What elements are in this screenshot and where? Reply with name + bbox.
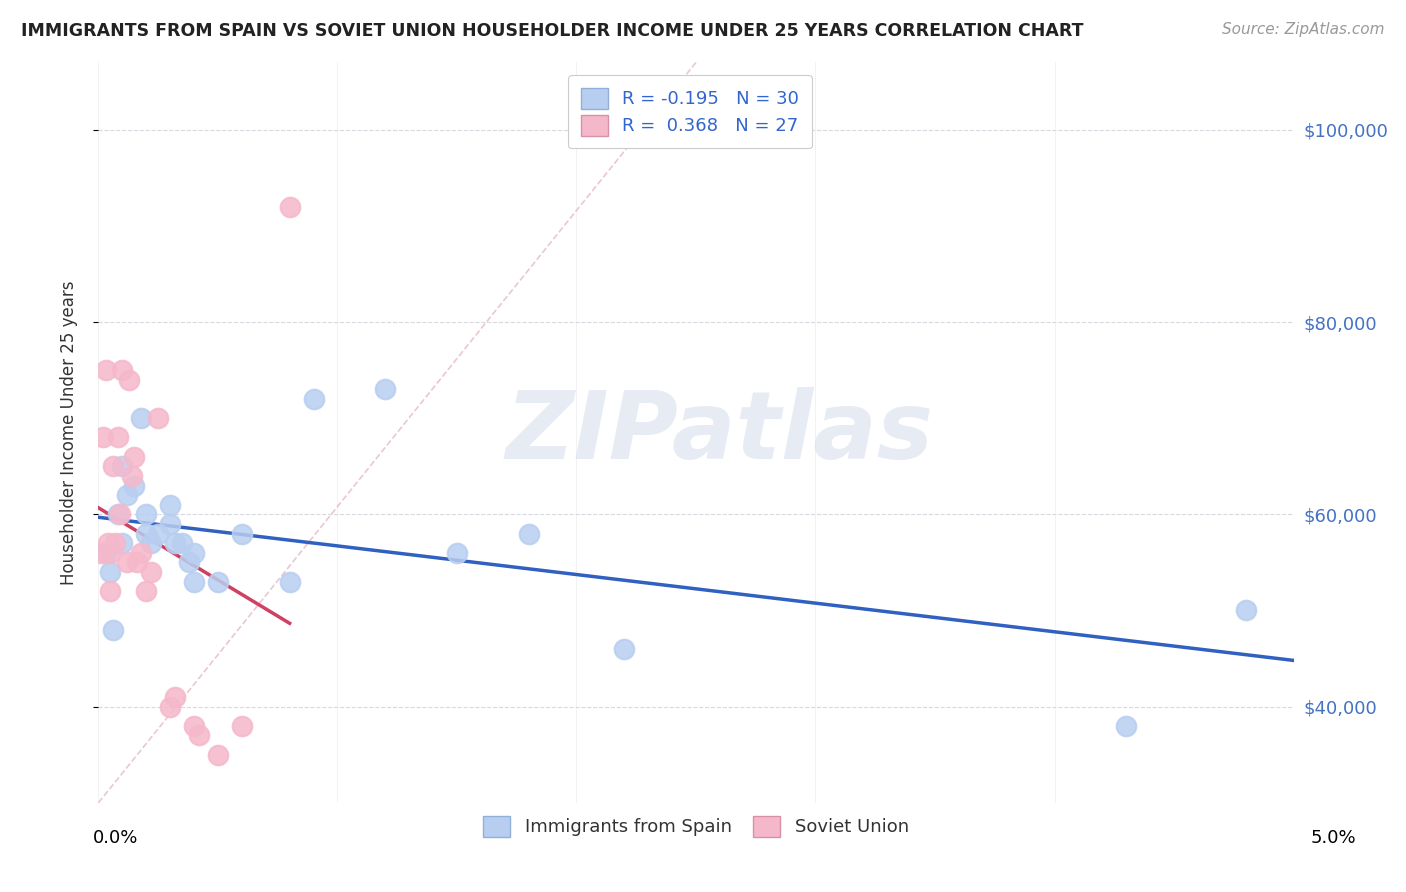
Point — [115, 556, 138, 570]
Point — [104, 536, 127, 550]
Point — [302, 392, 325, 406]
Point — [517, 526, 540, 541]
Point — [94, 546, 117, 560]
Point — [231, 526, 253, 541]
Point — [118, 373, 141, 387]
Point — [148, 411, 170, 425]
Text: IMMIGRANTS FROM SPAIN VS SOVIET UNION HOUSEHOLDER INCOME UNDER 25 YEARS CORRELAT: IMMIGRANTS FROM SPAIN VS SOVIET UNION HO… — [21, 22, 1084, 40]
Point — [125, 556, 148, 570]
Point — [374, 382, 396, 396]
Point — [107, 508, 129, 522]
Point — [111, 459, 134, 474]
Point — [446, 546, 468, 560]
Point — [159, 498, 181, 512]
Point — [124, 478, 146, 492]
Point — [148, 526, 170, 541]
Point — [91, 430, 114, 444]
Y-axis label: Householder Income Under 25 years: Householder Income Under 25 years — [59, 280, 77, 585]
Point — [613, 642, 636, 657]
Point — [187, 729, 209, 743]
Point — [183, 546, 205, 560]
Point — [231, 719, 253, 733]
Point — [108, 508, 131, 522]
Point — [111, 536, 134, 550]
Point — [163, 690, 186, 704]
Point — [163, 536, 186, 550]
Point — [97, 536, 120, 550]
Point — [183, 574, 205, 589]
Point — [135, 526, 157, 541]
Text: Source: ZipAtlas.com: Source: ZipAtlas.com — [1222, 22, 1385, 37]
Point — [1234, 603, 1257, 617]
Point — [172, 536, 194, 550]
Point — [135, 508, 157, 522]
Point — [179, 556, 201, 570]
Point — [101, 459, 124, 474]
Point — [278, 200, 301, 214]
Point — [98, 546, 122, 560]
Point — [115, 488, 138, 502]
Point — [131, 546, 153, 560]
Point — [183, 719, 205, 733]
Point — [159, 516, 181, 531]
Text: ZIPatlas: ZIPatlas — [506, 386, 934, 479]
Legend: Immigrants from Spain, Soviet Union: Immigrants from Spain, Soviet Union — [471, 803, 921, 849]
Text: 0.0%: 0.0% — [93, 829, 138, 847]
Point — [1115, 719, 1137, 733]
Point — [207, 747, 229, 762]
Point — [139, 565, 162, 579]
Point — [111, 363, 134, 377]
Point — [135, 584, 157, 599]
Point — [121, 469, 143, 483]
Point — [159, 699, 181, 714]
Point — [207, 574, 229, 589]
Point — [98, 565, 122, 579]
Point — [107, 430, 129, 444]
Point — [90, 546, 112, 560]
Point — [124, 450, 146, 464]
Point — [278, 574, 301, 589]
Point — [98, 584, 122, 599]
Point — [101, 623, 124, 637]
Text: 5.0%: 5.0% — [1310, 829, 1355, 847]
Point — [94, 363, 117, 377]
Point — [139, 536, 162, 550]
Point — [131, 411, 153, 425]
